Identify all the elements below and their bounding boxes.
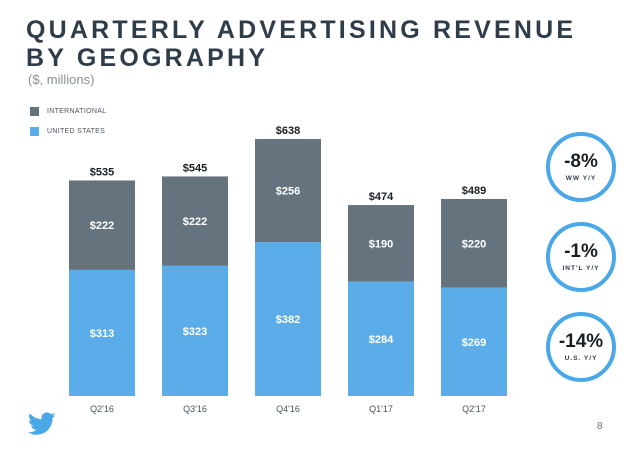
data-label-united-states: $284 — [369, 334, 394, 346]
data-label-united-states: $313 — [90, 328, 114, 340]
x-tick-label: Q3'16 — [183, 404, 207, 414]
legend-item-international: INTERNATIONAL — [30, 104, 106, 118]
bar-segment-united-states — [162, 265, 228, 396]
badge-intl-label: INT'L Y/Y — [562, 265, 600, 272]
badge-intl-yoy: -1% INT'L Y/Y — [546, 222, 616, 292]
badge-us-yoy: -14% U.S. Y/Y — [546, 312, 616, 382]
legend-swatch-united-states — [30, 126, 39, 136]
data-label-international: $256 — [276, 186, 300, 198]
x-tick-label: Q1'17 — [369, 404, 393, 414]
legend-swatch-international — [30, 106, 39, 116]
bar-segment-international — [255, 138, 321, 243]
badge-ww-value: -8% — [564, 151, 598, 172]
page-title: QUARTERLY ADVERTISING REVENUE BY GEOGRAP… — [26, 16, 576, 72]
bar-segment-international — [162, 176, 228, 266]
badge-ww-label: WW Y/Y — [565, 175, 597, 182]
badge-intl-value: -1% — [564, 241, 598, 262]
badge-us-value: -14% — [558, 331, 604, 352]
badge-us-label: U.S. Y/Y — [564, 355, 598, 362]
bar-segment-united-states — [441, 287, 507, 396]
total-label: $638 — [276, 125, 300, 137]
page-number: 8 — [597, 421, 603, 432]
total-label: $489 — [462, 185, 486, 197]
x-tick-label: Q4'16 — [276, 404, 300, 414]
bar-segment-united-states — [348, 281, 414, 396]
data-label-united-states: $382 — [276, 314, 300, 326]
x-tick-label: Q2'16 — [90, 404, 114, 414]
data-label-international: $222 — [183, 216, 207, 228]
title-line-1: QUARTERLY ADVERTISING REVENUE — [26, 16, 577, 44]
data-label-united-states: $269 — [462, 337, 486, 349]
bar-segment-international — [441, 199, 507, 288]
bar-segment-united-states — [69, 269, 135, 396]
data-label-international: $220 — [462, 238, 486, 250]
bar-segment-united-states — [255, 242, 321, 396]
twitter-bird-icon — [28, 412, 56, 435]
total-label: $545 — [183, 162, 207, 174]
total-label: $535 — [90, 166, 114, 178]
data-label-international: $190 — [369, 238, 393, 250]
badge-ww-yoy: -8% WW Y/Y — [546, 132, 616, 202]
legend-label-international: INTERNATIONAL — [47, 107, 107, 115]
legend-item-united-states: UNITED STATES — [30, 124, 106, 138]
x-tick-label: Q2'17 — [462, 404, 486, 414]
data-label-international: $222 — [90, 220, 114, 232]
legend: INTERNATIONAL UNITED STATES — [30, 104, 106, 144]
total-label: $474 — [369, 191, 394, 203]
legend-label-united-states: UNITED STATES — [47, 127, 106, 135]
bar-segment-international — [69, 180, 135, 270]
title-line-2: BY GEOGRAPHY — [26, 44, 269, 72]
data-label-united-states: $323 — [183, 326, 207, 338]
subtitle: ($, millions) — [28, 72, 95, 87]
bar-segment-international — [348, 205, 414, 282]
